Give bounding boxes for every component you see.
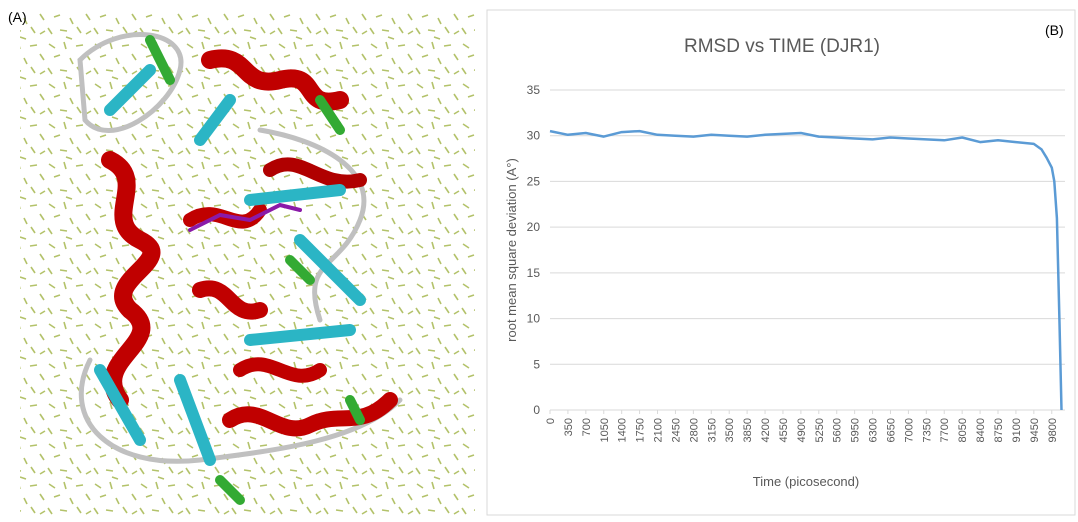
x-tick-label: 2100 [653,418,665,442]
x-tick-label: 8750 [993,418,1005,442]
x-tick-label: 2800 [688,418,700,442]
chart-frame [486,9,1076,516]
x-tick-label: 8400 [975,418,987,442]
x-tick-label: 9800 [1047,418,1059,442]
x-tick-label: 4200 [760,418,772,442]
y-tick-label: 35 [527,83,541,97]
y-tick-label: 30 [527,129,541,143]
x-tick-label: 350 [563,418,575,436]
x-axis-label: Time (picosecond) [753,474,859,489]
x-tick-label: 7000 [903,418,915,442]
x-tick-label: 1750 [635,418,647,442]
y-tick-label: 0 [533,403,540,417]
y-tick-label: 10 [527,312,541,326]
x-tick-label: 3500 [724,418,736,442]
x-tick-label: 2450 [670,418,682,442]
x-tick-label: 700 [581,418,593,436]
y-tick-label: 15 [527,266,541,280]
x-tick-label: 6300 [868,418,880,442]
panel-label: (B) [1045,22,1064,38]
y-tick-label: 5 [533,357,540,371]
x-tick-label: 9100 [1011,418,1023,442]
x-tick-label: 7350 [921,418,933,442]
x-tick-label: 7700 [939,418,951,442]
x-tick-label: 4900 [796,418,808,442]
x-tick-label: 5600 [832,418,844,442]
y-tick-label: 25 [527,174,541,188]
x-tick-label: 6650 [885,418,897,442]
x-tick-label: 0 [545,418,557,424]
x-tick-label: 5950 [850,418,862,442]
x-tick-label: 9450 [1029,418,1041,442]
x-tick-label: 5250 [814,418,826,442]
protein-image [20,10,475,515]
x-tick-label: 4550 [778,418,790,442]
y-axis-label: root mean square deviation (A°) [504,158,519,342]
x-tick-label: 1400 [617,418,629,442]
x-tick-label: 1050 [599,418,611,442]
x-tick-label: 3850 [742,418,754,442]
x-tick-label: 8050 [957,418,969,442]
y-tick-label: 20 [527,220,541,234]
chart-title: RMSD vs TIME (DJR1) [684,36,880,57]
x-tick-label: 3150 [706,418,718,442]
data-line [549,129,1063,411]
panel-label: (A) [8,9,27,25]
